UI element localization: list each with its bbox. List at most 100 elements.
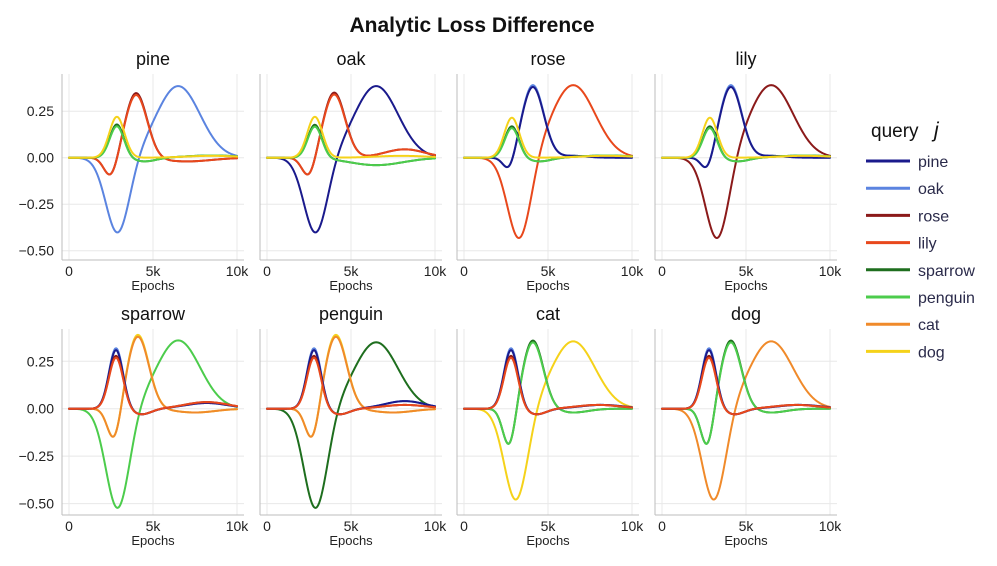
x-tick-label: 10k (226, 263, 250, 279)
x-axis-label: Epochs (329, 533, 373, 548)
panel-dog: dog 0 5k 10k Epochs (654, 304, 843, 548)
legend-item-pine: pine (866, 154, 948, 171)
x-tick-label: 0 (65, 518, 73, 534)
x-axis-label: Epochs (131, 278, 175, 293)
panel-sparrow: sparrow 0 5k 10k Epochs 0.25 0.00 −0.25 −0.50 (19, 304, 250, 548)
y-tick-label: −0.25 (19, 196, 55, 212)
legend-label: lily (918, 236, 937, 253)
x-tick-label: 0 (460, 518, 468, 534)
legend-items: pine oak rose lily sparrow penguin cat dog (866, 154, 975, 361)
x-tick-label: 0 (658, 518, 666, 534)
panel-title: penguin (319, 304, 383, 324)
panel-lily: lily 0 5k 10k Epochs (654, 49, 843, 293)
x-tick-label: 10k (621, 518, 645, 534)
legend-item-penguin: penguin (866, 290, 975, 307)
legend-label: penguin (918, 290, 975, 307)
legend-item-sparrow: sparrow (866, 263, 975, 280)
series-line-lily (68, 93, 238, 176)
series-line-dog (266, 115, 436, 159)
x-tick-label: 10k (424, 263, 448, 279)
series-line-cat (68, 335, 238, 438)
series-line-dog (661, 116, 831, 159)
legend-item-cat: cat (866, 317, 940, 334)
x-tick-label: 5k (739, 263, 755, 279)
x-axis-label: Epochs (131, 533, 175, 548)
panel-title: dog (731, 304, 761, 324)
legend: query j pine oak rose lily sparrow penguin cat… (866, 119, 975, 361)
panel-rose: rose 0 5k 10k Epochs (456, 49, 645, 293)
legend-label: rose (918, 208, 949, 225)
panel-title: oak (336, 49, 366, 69)
x-tick-label: 0 (263, 518, 271, 534)
series-line-cat (266, 335, 436, 438)
x-tick-label: 5k (146, 263, 162, 279)
series-line-pine (266, 85, 436, 234)
panel-title: pine (136, 49, 170, 69)
x-axis-label: Epochs (724, 533, 768, 548)
series-line-penguin (68, 339, 238, 509)
series-line-rose (661, 84, 831, 239)
panel-title: rose (530, 49, 565, 69)
y-tick-label: −0.50 (19, 243, 55, 259)
x-tick-label: 10k (621, 263, 645, 279)
panel-title: sparrow (121, 304, 186, 324)
panels-group: pine 0 5k 10k Epochs 0.25 0.00 −0.25 −0.50 oak 0 5k… (19, 49, 843, 548)
series-line-lily (661, 356, 831, 416)
x-tick-label: 0 (460, 263, 468, 279)
y-tick-label: 0.00 (27, 150, 54, 166)
x-tick-label: 5k (541, 518, 557, 534)
x-tick-label: 10k (424, 518, 448, 534)
legend-item-lily: lily (866, 236, 937, 253)
x-tick-label: 5k (146, 518, 162, 534)
x-tick-label: 5k (541, 263, 557, 279)
series-line-dog (68, 115, 238, 159)
figure-title: Analytic Loss Difference (349, 14, 594, 37)
x-tick-label: 10k (819, 518, 843, 534)
series-line-penguin (463, 341, 633, 445)
y-tick-label: 0.00 (27, 401, 54, 417)
legend-item-oak: oak (866, 181, 945, 198)
x-axis-label: Epochs (526, 533, 570, 548)
series-line-penguin (661, 341, 831, 445)
series-line-cat (661, 340, 831, 501)
series-line-lily (463, 84, 633, 239)
y-tick-label: −0.50 (19, 496, 55, 512)
legend-item-rose: rose (866, 208, 949, 225)
legend-label: cat (918, 317, 940, 334)
x-axis-label: Epochs (329, 278, 373, 293)
legend-label: pine (918, 154, 948, 171)
x-tick-label: 0 (65, 263, 73, 279)
series-line-lily (266, 356, 436, 416)
series-line-sparrow (266, 341, 436, 509)
x-axis-label: Epochs (526, 278, 570, 293)
x-axis-label: Epochs (724, 278, 768, 293)
series-line-dog (463, 340, 633, 501)
panel-title: lily (736, 49, 757, 69)
y-tick-label: −0.25 (19, 448, 55, 464)
series-line-lily (266, 93, 436, 176)
legend-label: dog (918, 344, 945, 361)
x-tick-label: 0 (263, 263, 271, 279)
series-line-lily (463, 356, 633, 416)
x-tick-label: 5k (739, 518, 755, 534)
legend-title-symbol: j (931, 119, 940, 142)
legend-label: oak (918, 181, 945, 198)
legend-label: sparrow (918, 263, 975, 280)
legend-title: query (871, 121, 919, 142)
x-tick-label: 10k (819, 263, 843, 279)
x-tick-label: 10k (226, 518, 250, 534)
series-line-dog (463, 116, 633, 159)
x-tick-label: 5k (344, 518, 360, 534)
y-tick-label: 0.25 (27, 103, 54, 119)
panel-pine: pine 0 5k 10k Epochs 0.25 0.00 −0.25 −0.50 (19, 49, 250, 293)
x-tick-label: 5k (344, 263, 360, 279)
panel-penguin: penguin 0 5k 10k Epochs (259, 304, 448, 548)
legend-item-dog: dog (866, 344, 945, 361)
panel-cat: cat 0 5k 10k Epochs (456, 304, 645, 548)
panel-title: cat (536, 304, 560, 324)
panel-oak: oak 0 5k 10k Epochs (259, 49, 448, 293)
series-line-oak (68, 85, 238, 234)
y-tick-label: 0.25 (27, 353, 54, 369)
